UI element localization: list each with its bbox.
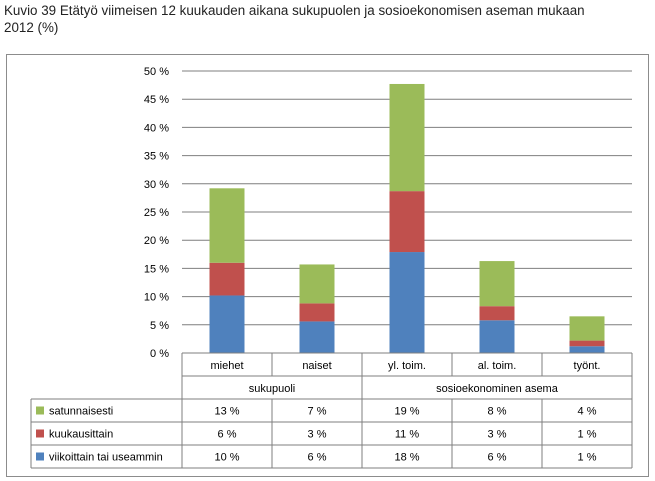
group-label: sosioekonominen asema [436,383,559,395]
bar-segment [569,346,605,353]
legend-swatch [36,406,44,415]
caption-line-2: 2012 (%) [4,20,59,35]
y-tick-label: 10 % [144,292,169,304]
legend-label: kuukausittain [49,429,113,441]
data-label: 1 % [578,429,597,441]
bar-segment [299,303,335,322]
y-tick-label: 35 % [144,151,169,163]
x-tick-label: työnt. [574,360,601,372]
bar-segment [479,320,515,353]
data-label: 18 % [394,452,419,464]
data-label: 3 % [488,429,507,441]
data-label: 7 % [308,406,327,418]
bar-segment [569,340,605,347]
data-label: 6 % [308,452,327,464]
data-label: 11 % [395,429,419,441]
data-label: 4 % [578,406,597,418]
group-label: sukupuoli [249,383,295,395]
bar-segment [389,252,425,353]
y-tick-label: 5 % [150,320,169,332]
y-tick-label: 0 % [150,348,169,360]
legend-swatch [36,429,44,438]
x-tick-label: naiset [302,360,331,372]
bar-segment [299,264,335,304]
chart-frame [6,54,649,477]
y-tick-label: 20 % [144,235,169,247]
data-label: 19 % [394,406,419,418]
bar-segment [209,188,245,263]
data-label: 10 % [214,452,239,464]
legend-label: satunnaisesti [49,406,113,418]
x-tick-label: yl. toim. [388,360,426,372]
bar-segment [389,83,425,192]
y-tick-label: 30 % [144,179,169,191]
legend-label: viikoittain tai useammin [49,452,163,464]
bar-segment [569,316,605,341]
data-label: 6 % [218,429,237,441]
x-tick-label: al. toim. [478,360,517,372]
figure-caption: Kuvio 39 Etätyö viimeisen 12 kuukauden a… [4,2,649,36]
bar-segment [389,191,425,253]
y-tick-label: 50 % [144,66,169,78]
x-tick-label: miehet [210,360,243,372]
y-tick-label: 45 % [144,94,169,106]
data-label: 3 % [308,429,327,441]
data-label: 1 % [578,452,597,464]
y-tick-label: 40 % [144,122,169,134]
data-label: 6 % [488,452,507,464]
data-label: 8 % [488,406,507,418]
bar-segment [209,295,245,353]
legend-swatch [36,452,44,461]
data-label: 13 % [214,406,239,418]
bar-segment [479,261,515,307]
caption-line-1: Kuvio 39 Etätyö viimeisen 12 kuukauden a… [4,3,585,18]
bar-segment [209,262,245,296]
y-tick-label: 15 % [144,263,169,275]
bar-segment [479,306,515,321]
y-tick-label: 25 % [144,207,169,219]
bar-segment [299,321,335,353]
